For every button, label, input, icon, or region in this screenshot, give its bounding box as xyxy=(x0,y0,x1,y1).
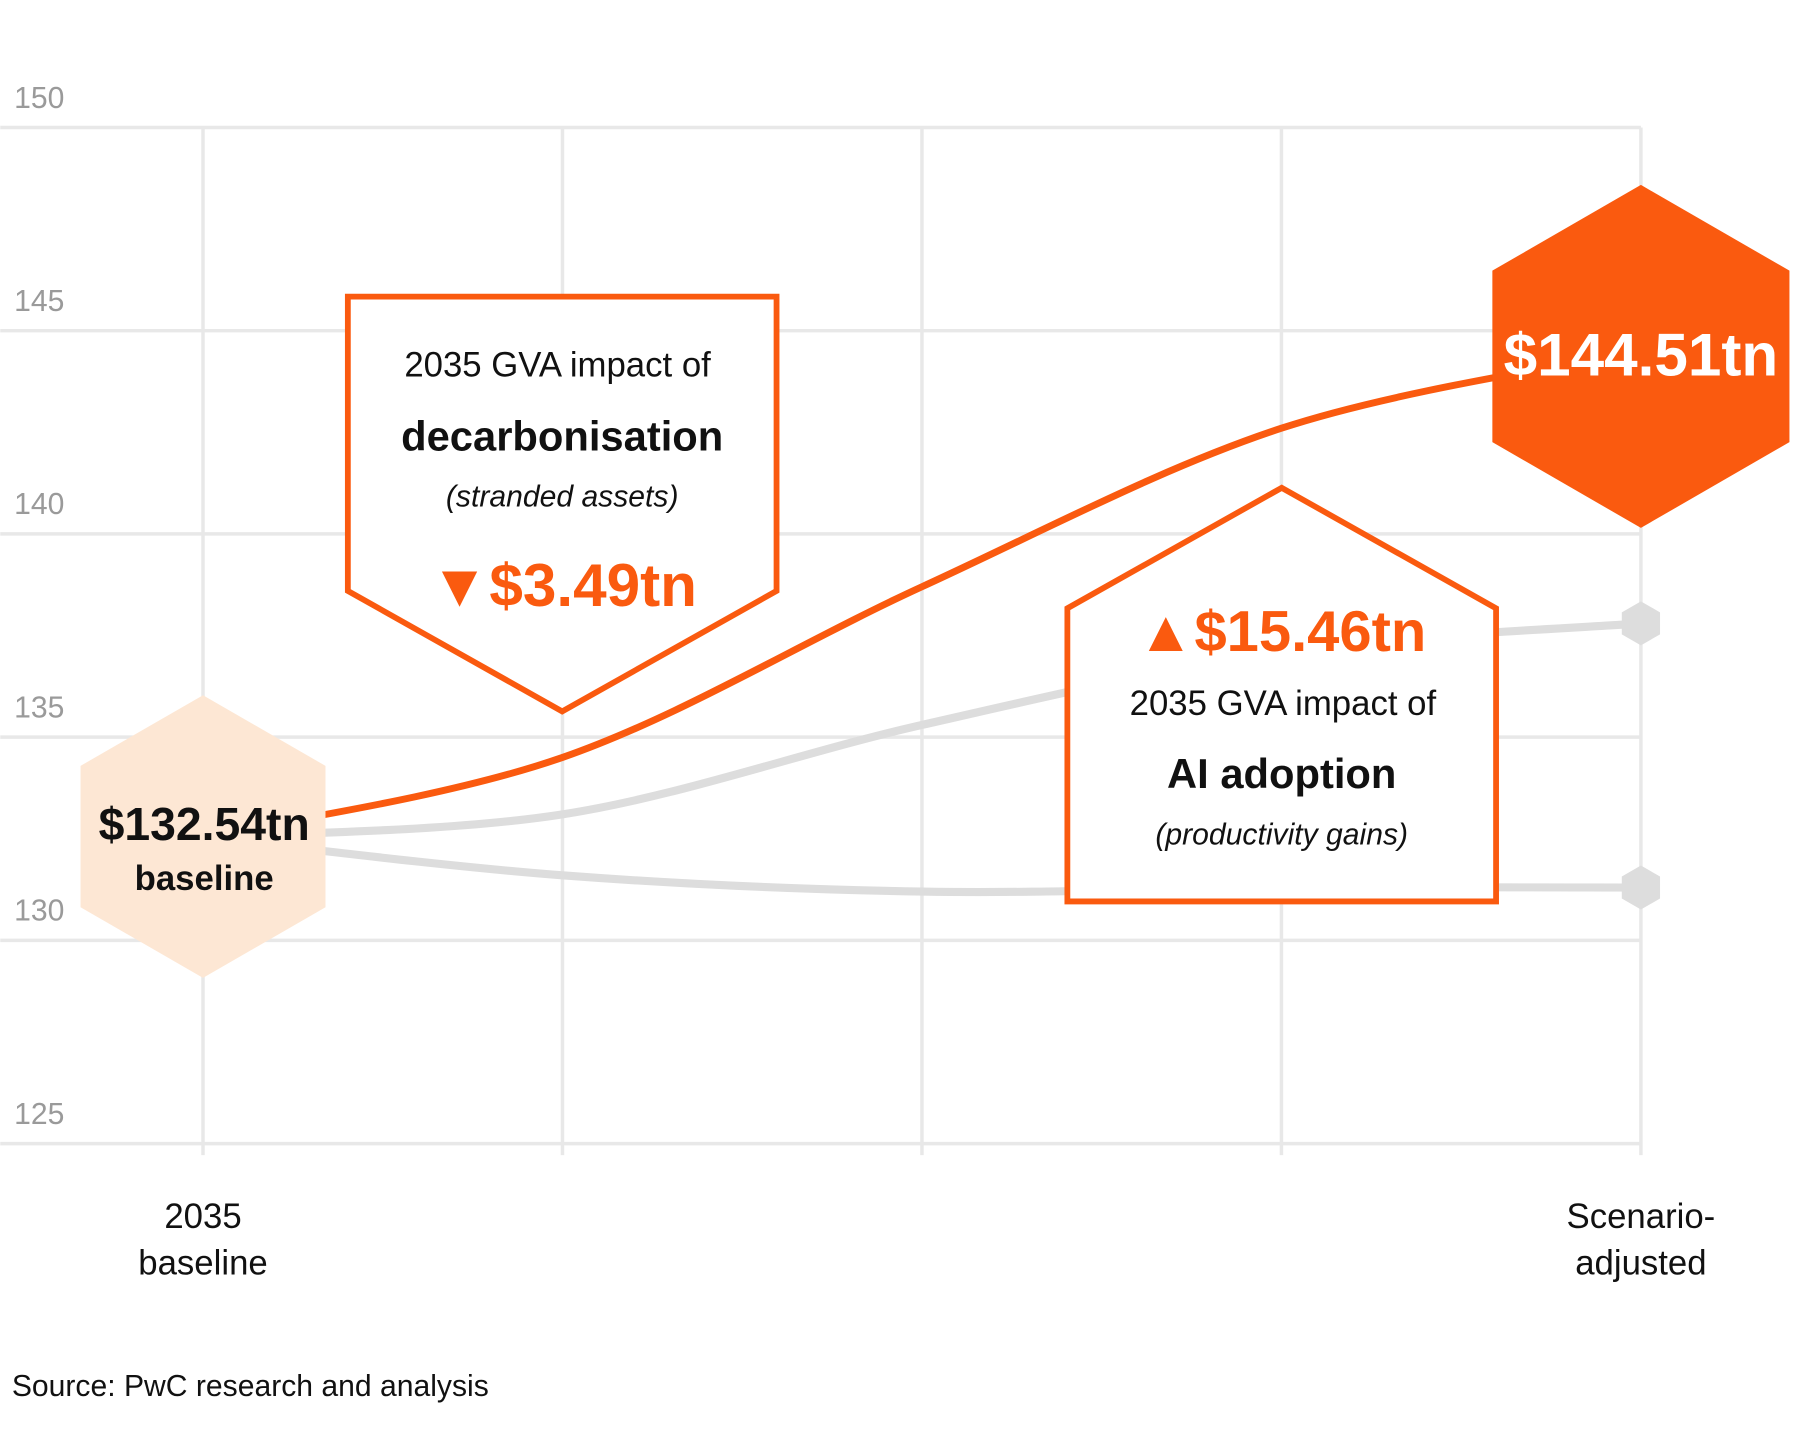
annotation-text: baseline xyxy=(135,860,274,898)
value-label: $144.51tn xyxy=(1504,320,1779,388)
markers: $132.54tn baseline $144.51tn xyxy=(80,184,1790,978)
end-marker xyxy=(1492,184,1790,528)
annotation-text: 2035 GVA impact of xyxy=(1130,685,1437,723)
end-marker xyxy=(1621,601,1661,646)
x-tick-label: Scenario-adjusted xyxy=(1567,1198,1716,1282)
y-tick-label: 135 xyxy=(14,691,64,724)
annotation-text: 2035 GVA impact of xyxy=(404,347,711,385)
annotation-text: (stranded assets) xyxy=(446,480,679,513)
annotation-value: ▲$15.46tn xyxy=(1137,600,1426,664)
x-tick-label: 2035 baseline xyxy=(138,1198,267,1282)
source: Source: PwC research and analysis xyxy=(12,1370,489,1403)
y-tick-label: 150 xyxy=(14,82,64,115)
line-series xyxy=(202,347,1642,841)
y-tick-label: 130 xyxy=(14,895,64,928)
y-tick-label: 125 xyxy=(14,1098,64,1131)
y-tick-label: 145 xyxy=(14,285,64,318)
labels: 2035 GVA impact of decarbonisation (stra… xyxy=(12,347,1437,1404)
callouts xyxy=(344,293,1499,905)
callout-box xyxy=(344,293,780,715)
value-label: $132.54tn xyxy=(99,798,310,850)
annotation-text: decarbonisation xyxy=(401,413,723,460)
annotation-text: (productivity gains) xyxy=(1155,819,1408,852)
callout-box xyxy=(1064,484,1499,905)
baseline-marker xyxy=(80,695,326,978)
end-marker xyxy=(1621,865,1661,910)
y-tick-label: 140 xyxy=(14,488,64,521)
annotation-text: AI adoption xyxy=(1167,750,1396,797)
annotation-value: ▼$3.49tn xyxy=(430,551,697,619)
